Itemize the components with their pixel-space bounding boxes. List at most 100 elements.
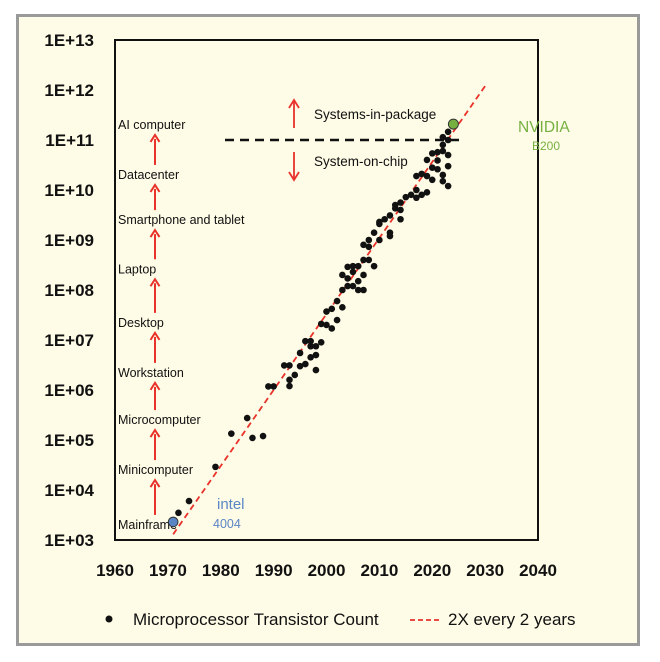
data-point bbox=[302, 360, 309, 368]
era-arrow-head bbox=[149, 428, 161, 438]
data-point bbox=[333, 297, 341, 305]
y-tick-label: 1E+07 bbox=[44, 331, 94, 350]
data-point bbox=[339, 271, 346, 279]
x-tick-label: 2030 bbox=[466, 561, 504, 580]
data-point bbox=[339, 304, 346, 311]
highlighted-chips: intel 4004 NVIDIA B200 bbox=[167, 118, 570, 531]
era-arrow-head bbox=[149, 277, 161, 287]
data-point bbox=[376, 220, 383, 228]
data-point bbox=[328, 305, 336, 313]
data-point bbox=[402, 193, 410, 201]
down-arrow-head bbox=[288, 171, 300, 182]
data-point bbox=[428, 176, 436, 184]
x-tick-label: 1980 bbox=[202, 561, 240, 580]
data-point bbox=[365, 243, 373, 251]
x-tick-label: 1960 bbox=[96, 561, 134, 580]
up-arrow-head bbox=[288, 98, 300, 109]
data-point bbox=[349, 268, 357, 276]
data-point bbox=[307, 342, 314, 350]
era-arrow-head bbox=[149, 331, 161, 341]
y-tick-label: 1E+10 bbox=[44, 181, 94, 200]
data-point bbox=[212, 463, 219, 471]
x-tick-label: 2040 bbox=[519, 561, 557, 580]
data-point bbox=[386, 232, 394, 240]
data-point bbox=[439, 147, 447, 155]
data-point bbox=[360, 286, 367, 294]
data-point bbox=[296, 362, 304, 370]
data-point bbox=[175, 509, 182, 517]
x-tick-label: 1970 bbox=[149, 561, 187, 580]
data-point bbox=[243, 414, 251, 422]
above-threshold-label: Systems-in-package bbox=[314, 107, 436, 122]
data-point bbox=[444, 182, 452, 190]
data-point bbox=[428, 164, 436, 171]
data-point bbox=[307, 354, 314, 361]
y-tick-label: 1E+09 bbox=[44, 231, 94, 250]
era-arrow-head bbox=[149, 478, 161, 488]
data-point bbox=[439, 141, 447, 149]
data-point bbox=[391, 205, 399, 212]
data-point bbox=[365, 236, 373, 244]
plot-area bbox=[114, 39, 539, 541]
y-tick-label: 1E+06 bbox=[44, 381, 94, 400]
data-point bbox=[397, 199, 404, 206]
data-point bbox=[439, 177, 447, 185]
data-point bbox=[434, 157, 441, 164]
era-label: Desktop bbox=[118, 316, 164, 330]
data-point bbox=[444, 128, 452, 136]
nvidia-sublabel: B200 bbox=[532, 139, 560, 153]
era-arrow-head bbox=[149, 381, 161, 391]
data-point bbox=[349, 282, 357, 290]
data-point bbox=[323, 308, 330, 315]
y-tick-label: 1E+13 bbox=[44, 31, 94, 50]
data-point bbox=[413, 172, 420, 180]
nvidia-label: NVIDIA bbox=[518, 119, 570, 136]
below-threshold-label: System-on-chip bbox=[314, 154, 408, 169]
data-point bbox=[423, 156, 431, 164]
data-point bbox=[333, 316, 341, 324]
data-point bbox=[381, 215, 388, 223]
data-point bbox=[365, 256, 373, 264]
data-point bbox=[360, 271, 367, 279]
era-arrow-head bbox=[149, 228, 161, 238]
era-label: Mainframe bbox=[118, 518, 177, 532]
data-point bbox=[265, 383, 272, 390]
era-label: Minicomputer bbox=[118, 463, 193, 477]
data-point bbox=[354, 277, 362, 285]
data-point bbox=[286, 362, 293, 369]
data-point bbox=[439, 133, 447, 141]
x-tick-label: 1990 bbox=[255, 561, 293, 580]
era-label: AI computer bbox=[118, 118, 185, 132]
data-point bbox=[328, 325, 336, 332]
data-point bbox=[423, 172, 431, 180]
era-label: Workstation bbox=[118, 366, 184, 380]
legend-marker-points bbox=[105, 615, 113, 623]
y-tick-label: 1E+11 bbox=[45, 131, 94, 150]
era-label: Microcomputer bbox=[118, 413, 201, 427]
intel-label: intel bbox=[217, 496, 245, 513]
data-point bbox=[302, 337, 309, 345]
intel-sublabel: 4004 bbox=[213, 517, 241, 531]
data-point bbox=[249, 434, 256, 442]
data-point bbox=[397, 206, 404, 214]
data-point bbox=[397, 215, 404, 223]
data-point bbox=[360, 256, 367, 264]
y-tick-label: 1E+12 bbox=[44, 81, 94, 100]
y-tick-label: 1E+05 bbox=[44, 431, 94, 450]
data-point bbox=[428, 150, 436, 157]
legend-label-points: Microprocessor Transistor Count bbox=[133, 610, 379, 629]
y-tick-label: 1E+04 bbox=[44, 481, 94, 500]
era-label: Datacenter bbox=[118, 168, 179, 182]
intel-4004-point bbox=[167, 516, 179, 528]
data-point bbox=[344, 282, 351, 290]
data-point bbox=[185, 497, 193, 505]
y-tick-label: 1E+03 bbox=[44, 531, 94, 550]
data-point bbox=[317, 338, 325, 346]
data-point bbox=[339, 286, 346, 294]
data-point bbox=[370, 229, 378, 236]
data-point bbox=[439, 171, 447, 179]
data-points bbox=[175, 128, 452, 517]
era-label: Smartphone and tablet bbox=[118, 213, 245, 227]
data-point bbox=[291, 371, 299, 379]
